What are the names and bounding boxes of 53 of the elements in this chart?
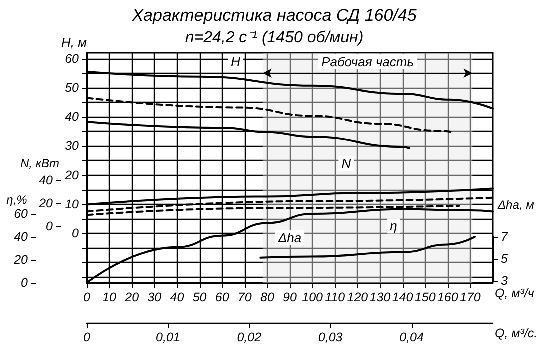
x2-tick-label: 0,03 (318, 330, 343, 344)
x-axis-title: Q, м³/ч (495, 286, 535, 300)
chart-title: Характеристика насоса СД 160/45 (131, 6, 418, 25)
y2-tick-label: 20 (38, 196, 54, 211)
x2-tick-label: 0,01 (156, 330, 180, 344)
chart-subtitle: n=24,2 с⁻¹ (1450 об/мин) (185, 30, 364, 46)
x-tick-label: 100 (302, 290, 324, 304)
x-tick-label: 10 (102, 290, 117, 304)
x-tick-label: 110 (325, 290, 346, 304)
y-tick-label: 60 (65, 52, 80, 66)
x-tick-label: 40 (170, 290, 184, 304)
y-tick-label: 5 (501, 252, 508, 266)
y-axis-title: Δhа, м (497, 198, 534, 212)
x-tick-label: 140 (392, 290, 414, 304)
x2-tick-label: 0,04 (400, 330, 424, 344)
y-tick-label: 40 (65, 110, 80, 124)
y-tick-label: 0 (72, 226, 80, 241)
x-tick-label: 120 (347, 290, 368, 304)
x-tick-label: 70 (238, 290, 252, 304)
y3-tick-label: 60 (14, 207, 28, 221)
y-tick-label: 10 (65, 197, 80, 212)
x-tick-label: 170 (460, 290, 481, 304)
y3-axis-title: η,% (6, 193, 28, 208)
x-tick-label: 160 (437, 290, 458, 304)
x-tick-label: 50 (192, 290, 207, 304)
y3-tick-label: 40 (14, 230, 28, 244)
x-tick-label: 80 (260, 290, 274, 304)
y3-tick-label: 20 (13, 253, 28, 267)
x-tick-label: 20 (124, 290, 140, 304)
band-label: Рабочая часть (322, 54, 414, 70)
x2-axis-title: Q, м³/с. (495, 326, 538, 340)
y-tick-label: 3 (501, 274, 508, 288)
y-axis-title: H, м (61, 35, 88, 50)
y2-tick-label: 0 (46, 220, 54, 234)
x-tick-label: 30 (148, 290, 162, 304)
annotation: H (231, 54, 242, 70)
x2-tick-label: 0,02 (237, 330, 262, 344)
y2-tick-label: 40 (39, 174, 54, 188)
y3-tick-label: 0 (21, 276, 28, 290)
y2-axis-title: N, кВт (20, 156, 60, 170)
annotation: N (342, 156, 352, 172)
annotation: η (390, 218, 398, 234)
annotation: Δhа (277, 230, 302, 246)
y-tick-label: 50 (65, 80, 80, 95)
x2-tick-label: 0 (84, 330, 91, 344)
x-tick-label: 0 (84, 290, 91, 304)
x-tick-label: 130 (370, 290, 391, 304)
x-tick-label: 90 (283, 290, 297, 304)
y-tick-label: 20 (64, 168, 80, 182)
x-tick-label: 150 (414, 290, 436, 304)
y-tick-label: 30 (65, 139, 80, 154)
x-tick-label: 60 (215, 290, 230, 304)
y-tick-label: 7 (501, 230, 509, 244)
